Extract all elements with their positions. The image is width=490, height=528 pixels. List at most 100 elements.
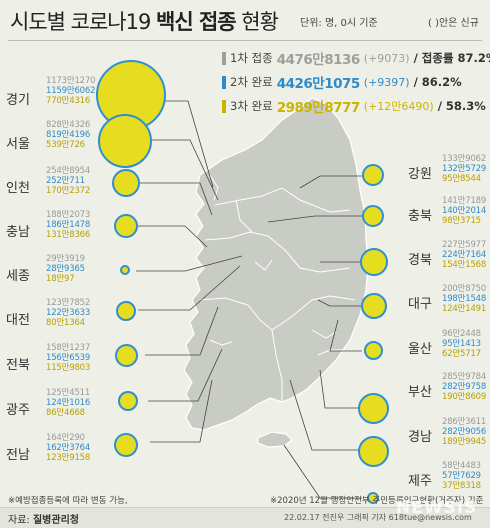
- dose1-value: 188만2073: [46, 210, 91, 220]
- dose3-value: 18만97: [46, 274, 75, 284]
- dose2-value: 282만9056: [442, 427, 487, 437]
- region-values: 1173만1270 1159만6062 770만4316: [46, 76, 95, 106]
- legend-dose1-swatch: [222, 51, 226, 65]
- region-name: 대전: [6, 313, 30, 328]
- dose3-value: 86만4668: [46, 408, 85, 418]
- region-values: 58만4483 57만7629 37만8318: [442, 461, 481, 491]
- region-gyeongbuk: 경북 227만5977 224만7164 154만1568: [0, 236, 490, 288]
- region-name: 인천: [6, 181, 30, 196]
- dose3-value: 770만4316: [46, 96, 91, 106]
- bubble-jeju: [367, 492, 379, 504]
- region-values: 158만1237 156만6539 115만9803: [46, 343, 90, 373]
- dose3-value: 170만2372: [46, 186, 91, 196]
- dose2-value: 186만1478: [46, 220, 91, 230]
- legend-dose2-label: 2차 완료: [230, 75, 273, 89]
- region-name: 부산: [408, 385, 432, 400]
- bubble-busan: [358, 393, 389, 424]
- legend-dose1-rate: / 접종률 87.2%: [413, 51, 490, 65]
- dose1-value: 96만2448: [442, 329, 481, 339]
- region-name: 세종: [6, 269, 30, 284]
- legend-dose1-label: 1차 접종: [230, 51, 273, 65]
- region-ulsan: 울산 96만2448 95만1413 62만5717: [0, 325, 490, 377]
- dose3-value: 131만8366: [46, 230, 91, 240]
- legend-dose3-label: 3차 완료: [230, 99, 273, 113]
- map-jeju: [257, 431, 293, 448]
- dose2-value: 198만1548: [442, 294, 487, 304]
- dose3-value: 62만5717: [442, 349, 481, 359]
- dose2-value: 57만7629: [442, 471, 481, 481]
- dose2-value: 124만1016: [46, 398, 91, 408]
- footer-bar: [0, 507, 490, 528]
- dose2-value: 156만6539: [46, 353, 91, 363]
- legend-dose2-delta: (+9397): [363, 75, 410, 89]
- region-name: 충북: [408, 209, 432, 224]
- dose1-value: 200만8750: [442, 284, 487, 294]
- dose3-value: 190만8609: [442, 392, 487, 402]
- region-name: 제주: [408, 474, 432, 489]
- dose1-value: 828만4326: [46, 120, 91, 130]
- bubble-gyeongnam: [358, 436, 389, 467]
- legend-dose1: 1차 접종 4476만8136 (+9073) / 접종률 87.2%: [222, 48, 490, 68]
- legend-dose1-total: 4476만8136: [276, 52, 361, 68]
- legend-dose3-delta: (+12만6490): [363, 100, 434, 113]
- dose1-value: 254만8954: [46, 166, 91, 176]
- region-values: 96만2448 95만1413 62만5717: [442, 329, 481, 359]
- region-daejeon: 대전 123만7852 122만3633 80만1364: [0, 296, 160, 348]
- dose1-value: 58만4483: [442, 461, 481, 471]
- region-name: 전북: [6, 358, 30, 373]
- dose3-value: 95만8544: [442, 174, 481, 184]
- bubble-daegu: [361, 293, 387, 319]
- dose1-value: 158만1237: [46, 343, 91, 353]
- dose3-value: 80만1364: [46, 318, 85, 328]
- dose3-value: 123만9158: [46, 453, 91, 463]
- dose2-value: 1159만6062: [46, 86, 96, 96]
- new-cases-note: ( )안은 신규: [428, 18, 479, 29]
- legend-dose3-rate: / 58.3%: [437, 99, 486, 113]
- region-values: 254만8954 252만711 170만2372: [46, 166, 90, 196]
- dose1-value: 29만3919: [46, 254, 85, 264]
- region-name: 대구: [408, 297, 432, 312]
- region-values: 828만4326 819만4196 539만726: [46, 120, 90, 150]
- dose3-value: 124만1491: [442, 304, 487, 314]
- region-name: 강원: [408, 167, 432, 182]
- region-values: 133만9062 132만5729 95만8544: [442, 154, 486, 184]
- region-values: 164만290 162만3764 123만9158: [46, 433, 90, 463]
- dose3-value: 189만9945: [442, 437, 487, 447]
- region-name: 경북: [408, 253, 432, 268]
- dose3-value: 98만3715: [442, 216, 481, 226]
- footnote-registry: ※예방접종등록에 따라 변동 가능,: [8, 496, 128, 506]
- dose2-value: 282만9758: [442, 382, 487, 392]
- region-gyeonggi: 경기 1173만1270 1159만6062 770만4316: [0, 74, 160, 126]
- region-values: 200만8750 198만1548 124만1491: [442, 284, 486, 314]
- region-values: 123만7852 122만3633 80만1364: [46, 298, 90, 328]
- region-jeonbuk: 전북 158만1237 156만6539 115만9803: [0, 341, 160, 393]
- region-name: 경남: [408, 430, 432, 445]
- region-busan: 부산 285만9784 282만9758 190만8609: [0, 368, 490, 420]
- dose3-value: 539만726: [46, 140, 85, 150]
- dose2-value: 28만9365: [46, 264, 85, 274]
- legend-dose2-rate: / 86.2%: [413, 75, 462, 89]
- source-label: 자료: 질병관리청: [8, 515, 79, 526]
- region-name: 전남: [6, 448, 30, 463]
- dose2-value: 224만7164: [442, 250, 487, 260]
- credit-line: 22.02.17 전진우 그래픽 기자 618tue@newsis.com: [284, 513, 472, 522]
- legend-dose2-swatch: [222, 75, 226, 89]
- bubble-chungnam: [114, 214, 138, 238]
- region-name: 충남: [6, 225, 30, 240]
- region-incheon: 인천 254만8954 252만711 170만2372: [0, 164, 160, 216]
- region-gwangju: 광주 125만4511 124만1016 86만4668: [0, 386, 160, 438]
- bubble-jeonnam: [114, 433, 138, 457]
- dose1-value: 286만3611: [442, 417, 487, 427]
- bubble-gangwon: [362, 164, 384, 186]
- unit-note: 단위: 명, 0시 기준: [300, 18, 378, 29]
- legend-dose2-total: 4426만1075: [276, 76, 361, 92]
- region-name: 광주: [6, 403, 30, 418]
- region-values: 285만9784 282만9758 190만8609: [442, 372, 486, 402]
- legend-dose1-delta: (+9073): [363, 51, 410, 65]
- region-gangwon: 강원 133만9062 132만5729 95만8544: [0, 150, 490, 202]
- region-name: 울산: [408, 342, 432, 357]
- newsis-watermark: NEWSIS: [396, 498, 478, 518]
- footnote-population: ※2020년 12월 행정안전부 주민등록인구현황(거주자) 기준: [270, 496, 484, 506]
- bubble-sejong: [120, 265, 130, 275]
- region-values: 141만7189 140만2014 98만3715: [442, 196, 486, 226]
